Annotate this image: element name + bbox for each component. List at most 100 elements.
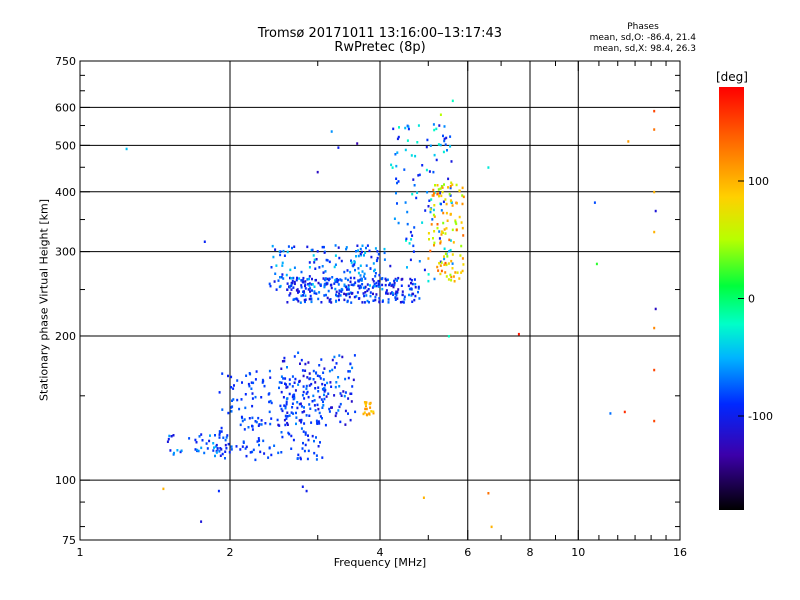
data-point <box>385 290 388 294</box>
data-point <box>268 446 271 449</box>
data-point <box>653 419 656 423</box>
data-point <box>291 385 294 388</box>
data-point <box>358 278 361 282</box>
data-point <box>395 191 397 195</box>
data-point <box>344 277 347 280</box>
data-point <box>345 285 348 289</box>
data-point <box>417 285 420 289</box>
data-point <box>303 422 306 425</box>
data-point <box>311 283 314 286</box>
data-point <box>443 247 446 250</box>
data-point <box>449 212 452 216</box>
data-point <box>653 326 656 330</box>
data-point <box>308 403 311 406</box>
data-point <box>180 449 183 452</box>
data-point <box>423 268 426 272</box>
data-point <box>318 266 321 269</box>
data-point <box>374 275 377 278</box>
data-point <box>450 200 453 204</box>
data-point <box>270 401 273 405</box>
data-point <box>653 368 656 372</box>
data-point <box>295 278 298 282</box>
data-point <box>326 296 329 300</box>
data-point <box>396 202 398 205</box>
phases-o-stats: mean, sd,O: -86.4, 21.4 <box>589 33 696 43</box>
data-point <box>413 184 416 187</box>
data-point <box>407 127 410 131</box>
data-point <box>283 404 286 407</box>
data-point <box>432 192 435 195</box>
data-point <box>445 263 448 267</box>
data-point <box>301 279 304 282</box>
data-point <box>372 299 375 302</box>
data-point <box>388 283 391 287</box>
data-point <box>394 298 397 301</box>
data-point <box>452 275 455 278</box>
data-point <box>323 390 326 393</box>
data-point <box>169 449 172 452</box>
data-point <box>314 267 317 270</box>
data-point <box>235 445 238 448</box>
data-point <box>320 398 323 401</box>
data-point <box>322 271 325 274</box>
data-point <box>304 433 307 436</box>
data-point <box>623 410 626 414</box>
data-point <box>296 276 298 280</box>
data-point <box>255 370 258 373</box>
data-point <box>425 168 428 172</box>
data-point <box>439 113 442 116</box>
data-point <box>278 381 281 384</box>
data-point <box>438 237 441 240</box>
data-point <box>403 298 406 301</box>
data-point <box>200 446 203 450</box>
data-point <box>443 125 446 128</box>
data-point <box>250 387 253 390</box>
data-point <box>232 398 235 401</box>
data-point <box>365 401 368 404</box>
data-point <box>361 270 364 273</box>
data-point <box>247 382 250 386</box>
data-point <box>310 297 313 301</box>
data-point <box>256 440 259 443</box>
data-point <box>275 288 278 291</box>
y-axis-label: Stationary phase Virtual Height [km] <box>37 198 51 402</box>
data-point <box>345 293 347 296</box>
data-point <box>447 278 450 281</box>
data-point <box>304 280 307 283</box>
data-point <box>288 378 291 381</box>
data-point <box>241 381 243 384</box>
data-point <box>361 283 364 286</box>
data-point <box>316 170 319 174</box>
data-point <box>346 288 348 291</box>
data-point <box>318 375 321 378</box>
data-point <box>307 283 310 286</box>
data-point <box>248 384 251 388</box>
data-point <box>218 391 221 394</box>
data-point <box>279 276 281 279</box>
data-point <box>335 411 338 415</box>
data-point <box>410 154 413 157</box>
data-point <box>309 287 312 290</box>
data-point <box>203 451 206 455</box>
data-point <box>312 394 315 398</box>
data-point <box>410 279 413 282</box>
data-point <box>337 278 340 282</box>
data-point <box>391 291 394 295</box>
data-point <box>365 407 368 411</box>
x-tick-label: 1 <box>77 546 84 559</box>
data-point <box>432 194 435 197</box>
data-point <box>292 286 295 289</box>
data-point <box>394 292 397 295</box>
data-point <box>261 378 264 382</box>
data-point <box>451 228 454 232</box>
data-point <box>351 366 354 370</box>
data-point <box>241 419 244 423</box>
data-point <box>303 410 306 413</box>
data-point <box>368 412 371 415</box>
data-point <box>302 281 305 284</box>
data-point <box>409 230 412 234</box>
data-point <box>297 383 300 386</box>
data-point <box>323 387 326 390</box>
phases-label: Phases <box>627 22 659 32</box>
data-point <box>409 277 412 281</box>
